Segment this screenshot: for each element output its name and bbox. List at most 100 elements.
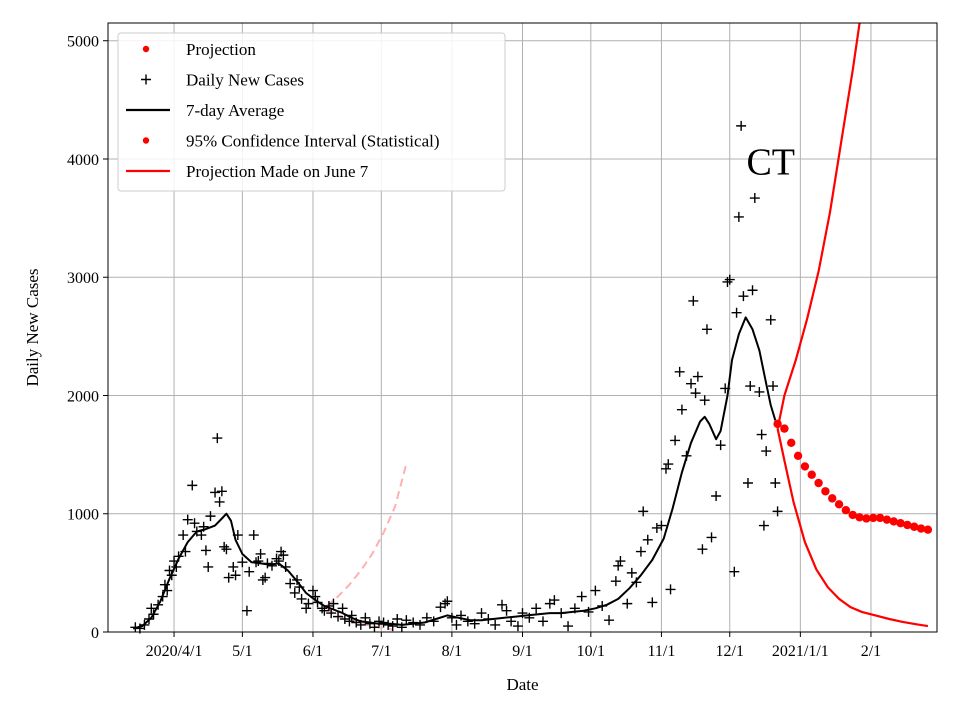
daily-case-marker bbox=[442, 596, 453, 607]
projection-dot bbox=[869, 513, 878, 523]
projection-dot bbox=[773, 419, 782, 429]
daily-case-marker bbox=[615, 556, 626, 567]
daily-case-marker bbox=[205, 511, 216, 522]
daily-case-marker bbox=[257, 574, 268, 585]
projection-dot bbox=[821, 487, 830, 496]
daily-case-marker bbox=[326, 608, 337, 619]
projection-dot bbox=[800, 462, 810, 471]
daily-case-marker bbox=[688, 295, 699, 306]
daily-case-marker bbox=[490, 619, 501, 630]
daily-case-marker bbox=[333, 611, 344, 622]
daily-case-marker bbox=[203, 561, 214, 572]
legend: Projection Daily New Cases 7-day Average 95… bbox=[117, 32, 506, 192]
daily-case-marker bbox=[392, 613, 403, 624]
daily-case-marker bbox=[758, 520, 769, 531]
daily-case-marker bbox=[501, 605, 512, 616]
daily-case-marker bbox=[319, 605, 330, 616]
projection-dot bbox=[875, 513, 885, 523]
x-tick-label: 12/1 bbox=[716, 643, 744, 660]
y-tick-label: 0 bbox=[91, 625, 99, 642]
daily-case-marker bbox=[626, 567, 637, 578]
daily-case-marker bbox=[736, 120, 747, 131]
daily-case-marker bbox=[219, 541, 230, 552]
y-tick-label: 1000 bbox=[67, 507, 99, 524]
daily-case-marker bbox=[756, 429, 767, 440]
daily-case-marker bbox=[301, 603, 312, 614]
daily-case-marker bbox=[676, 404, 687, 415]
y-tick-label: 5000 bbox=[67, 34, 99, 51]
daily-case-marker bbox=[253, 556, 264, 567]
projection-dot bbox=[814, 478, 823, 488]
daily-case-marker bbox=[742, 478, 753, 489]
daily-case-marker bbox=[146, 603, 157, 614]
daily-case-marker bbox=[221, 544, 232, 555]
x-tick-label: 7/1 bbox=[371, 643, 391, 660]
daily-case-marker bbox=[255, 548, 266, 559]
legend-dot-marker bbox=[142, 137, 150, 144]
daily-case-marker bbox=[549, 595, 560, 606]
daily-case-marker bbox=[512, 621, 523, 632]
daily-case-marker bbox=[697, 544, 708, 555]
y-tick-label: 4000 bbox=[67, 152, 99, 169]
y-tick-label: 3000 bbox=[67, 270, 99, 287]
daily-case-marker bbox=[613, 560, 624, 571]
daily-case-marker bbox=[610, 576, 621, 587]
daily-case-marker bbox=[196, 530, 207, 541]
daily-case-marker bbox=[647, 597, 658, 608]
x-tick-label: 5/1 bbox=[232, 643, 252, 660]
daily-case-marker bbox=[761, 446, 772, 457]
daily-case-marker bbox=[230, 570, 241, 581]
projection-dot bbox=[889, 517, 898, 526]
daily-case-marker bbox=[692, 371, 703, 382]
daily-case-marker bbox=[663, 459, 674, 470]
daily-case-marker bbox=[237, 557, 248, 568]
daily-case-marker bbox=[214, 496, 225, 507]
daily-case-marker bbox=[337, 603, 348, 614]
daily-case-marker bbox=[660, 463, 671, 474]
daily-case-marker bbox=[770, 478, 781, 489]
daily-case-marker bbox=[212, 433, 223, 444]
daily-case-marker bbox=[729, 566, 740, 577]
daily-case-marker bbox=[701, 324, 712, 335]
daily-case-marker bbox=[674, 366, 685, 377]
daily-case-marker bbox=[722, 276, 733, 287]
legend-label: Projection Made on June 7 bbox=[186, 162, 369, 181]
daily-case-marker bbox=[216, 486, 227, 497]
daily-case-marker bbox=[563, 621, 574, 632]
daily-case-marker bbox=[754, 386, 765, 397]
ci-lower-line bbox=[776, 428, 929, 628]
y-tick-label: 2000 bbox=[67, 388, 99, 405]
legend-plus-marker bbox=[141, 74, 151, 85]
x-tick-label: 10/1 bbox=[577, 643, 605, 660]
legend-dot-marker bbox=[142, 45, 150, 53]
projection-dot bbox=[903, 520, 912, 530]
legend-label: 7-day Average bbox=[186, 101, 284, 120]
daily-case-marker bbox=[462, 616, 473, 627]
axis-ticks: 2020/4/1 5/1 6/1 7/1 8/1 9/1 10/1 11/1 12/1 2021/… bbox=[67, 34, 881, 660]
x-tick-label: 2020/4/1 bbox=[146, 643, 203, 660]
daily-case-marker bbox=[223, 572, 234, 583]
legend-label: Daily New Cases bbox=[186, 71, 304, 90]
daily-case-marker bbox=[451, 619, 462, 630]
daily-case-marker bbox=[440, 598, 451, 609]
daily-case-marker bbox=[476, 608, 487, 619]
daily-case-marker bbox=[583, 606, 594, 617]
daily-case-marker bbox=[651, 522, 662, 533]
daily-case-marker bbox=[178, 530, 189, 541]
daily-case-marker bbox=[241, 605, 252, 616]
daily-case-marker bbox=[765, 314, 776, 325]
daily-case-marker bbox=[378, 617, 389, 628]
june7-projection-lower bbox=[326, 607, 393, 631]
daily-case-marker bbox=[638, 506, 649, 517]
x-tick-label: 6/1 bbox=[303, 643, 323, 660]
projection-dot bbox=[807, 470, 816, 479]
daily-case-marker bbox=[622, 598, 633, 609]
daily-case-marker bbox=[278, 550, 289, 561]
x-tick-label: 2/1 bbox=[861, 643, 881, 660]
legend-label: Projection bbox=[186, 40, 256, 59]
daily-case-marker bbox=[344, 616, 355, 627]
daily-case-marker bbox=[271, 553, 282, 564]
daily-case-marker bbox=[200, 545, 211, 556]
x-tick-label: 8/1 bbox=[442, 643, 462, 660]
x-tick-label: 2021/1/1 bbox=[772, 643, 829, 660]
